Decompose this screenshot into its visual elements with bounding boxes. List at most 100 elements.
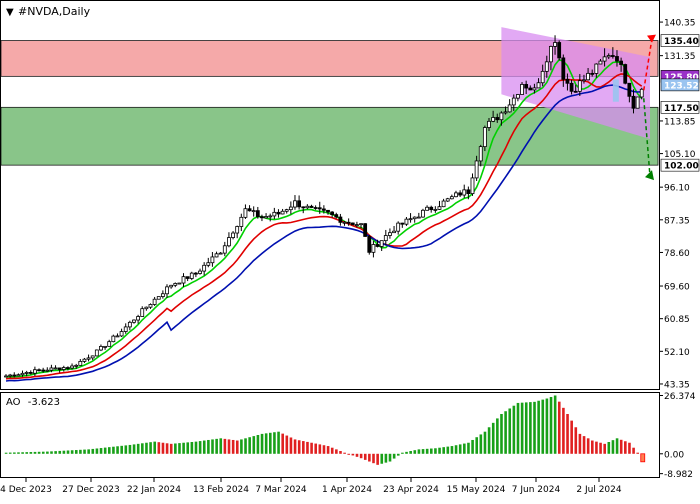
ao-bar	[29, 452, 33, 454]
candle-body	[557, 42, 562, 59]
candles	[4, 35, 644, 378]
candle-body	[264, 216, 268, 219]
ao-bar	[74, 450, 78, 454]
candle-body	[437, 206, 442, 210]
ao-bar	[145, 442, 148, 454]
candle-body	[66, 367, 70, 369]
ao-bar	[33, 451, 37, 454]
candle-body	[119, 331, 124, 337]
ao-scale-label: -8.982	[664, 470, 693, 480]
candle-body	[582, 79, 586, 82]
ao-bar	[178, 443, 181, 454]
candle-body	[338, 216, 343, 223]
candle-body	[8, 374, 13, 377]
ao-bar	[524, 402, 528, 454]
candle-body	[94, 349, 99, 357]
ao-bar	[231, 439, 235, 454]
candle-body	[375, 244, 380, 247]
candle-body	[78, 361, 83, 366]
ao-bar	[79, 449, 82, 454]
candle-body	[132, 319, 136, 323]
candle-body	[354, 224, 359, 226]
candle-body	[342, 221, 347, 224]
ao-histogram	[4, 395, 646, 465]
ao-scale-label: 26.374	[664, 392, 696, 402]
level-label-text: 135.40	[664, 37, 699, 47]
ao-bar	[240, 439, 243, 454]
ao-bar	[215, 438, 218, 454]
candle-body	[305, 205, 310, 209]
ao-bar	[91, 448, 95, 454]
level-label-text: 123.52	[664, 81, 699, 91]
ao-bar	[99, 448, 103, 454]
ao-bar	[566, 414, 569, 454]
ao-bar	[306, 441, 309, 454]
candle-body	[12, 374, 17, 377]
candle-body	[173, 283, 178, 286]
candle-body	[615, 56, 619, 62]
candle-body	[540, 70, 545, 84]
ao-bar	[149, 442, 152, 454]
ao-bar	[603, 443, 606, 454]
symbol-dropdown-icon[interactable]: ▼	[6, 7, 14, 18]
candle-body	[61, 367, 66, 370]
candle-body	[590, 72, 595, 75]
candle-body	[16, 374, 21, 377]
ao-scale: 26.374 0.00 -8.982	[659, 392, 696, 480]
ao-bar	[87, 449, 90, 454]
candle-body	[553, 42, 557, 47]
ao-bar	[8, 452, 12, 454]
ao-bar	[347, 453, 351, 455]
ao-bar	[363, 453, 367, 460]
level-label-box	[660, 158, 700, 172]
ao-bar	[66, 450, 70, 454]
candle-body	[111, 335, 116, 343]
candle-body	[74, 364, 79, 367]
candle-body	[404, 218, 409, 225]
ao-bar	[409, 451, 412, 454]
candle-body	[297, 200, 302, 208]
candle-body	[45, 369, 50, 372]
candle-body	[532, 87, 537, 91]
price-tick-label: 78.60	[664, 249, 690, 259]
ao-bar	[153, 441, 157, 454]
candle-body	[309, 205, 314, 208]
ao-bar	[582, 436, 586, 454]
ao-bar	[636, 452, 640, 454]
candle-body	[177, 282, 182, 285]
ao-bar-current	[640, 453, 646, 463]
candle-body	[371, 244, 376, 253]
candle-body	[272, 211, 277, 217]
candle-body	[90, 355, 95, 359]
price-scale: 140.35 131.35 113.85 105.10 96.10 87.35 78.60 6…	[659, 19, 696, 390]
level-label-box	[660, 78, 700, 92]
ao-bar	[198, 441, 202, 454]
ao-bar	[13, 452, 16, 454]
ao-bar	[384, 453, 388, 463]
ao-bar	[285, 435, 289, 454]
ao-bar	[351, 453, 355, 456]
date-axis: 4 Dec 2023 27 Dec 2023 22 Jan 2024 13 Feb 2…	[0, 478, 622, 495]
candle-body	[511, 97, 516, 106]
candle-body	[70, 365, 74, 369]
ao-bar	[562, 407, 565, 454]
ao-bar	[112, 446, 115, 454]
candle-body	[449, 196, 454, 200]
candle-body	[235, 226, 240, 234]
ao-bar	[289, 437, 293, 454]
candle-body	[148, 304, 153, 308]
candle-body	[367, 236, 372, 253]
candle-body	[412, 216, 417, 220]
ao-bar	[41, 451, 45, 454]
ao-bar	[95, 448, 99, 454]
ao-bar	[599, 442, 602, 454]
ao-bar	[223, 438, 227, 454]
candle-body	[383, 235, 388, 242]
candle-body	[524, 84, 529, 89]
candle-body	[359, 223, 363, 226]
ao-bar	[273, 432, 276, 454]
ao-bar	[615, 438, 619, 454]
ao-bar	[343, 452, 346, 454]
ao-bar	[392, 453, 396, 459]
